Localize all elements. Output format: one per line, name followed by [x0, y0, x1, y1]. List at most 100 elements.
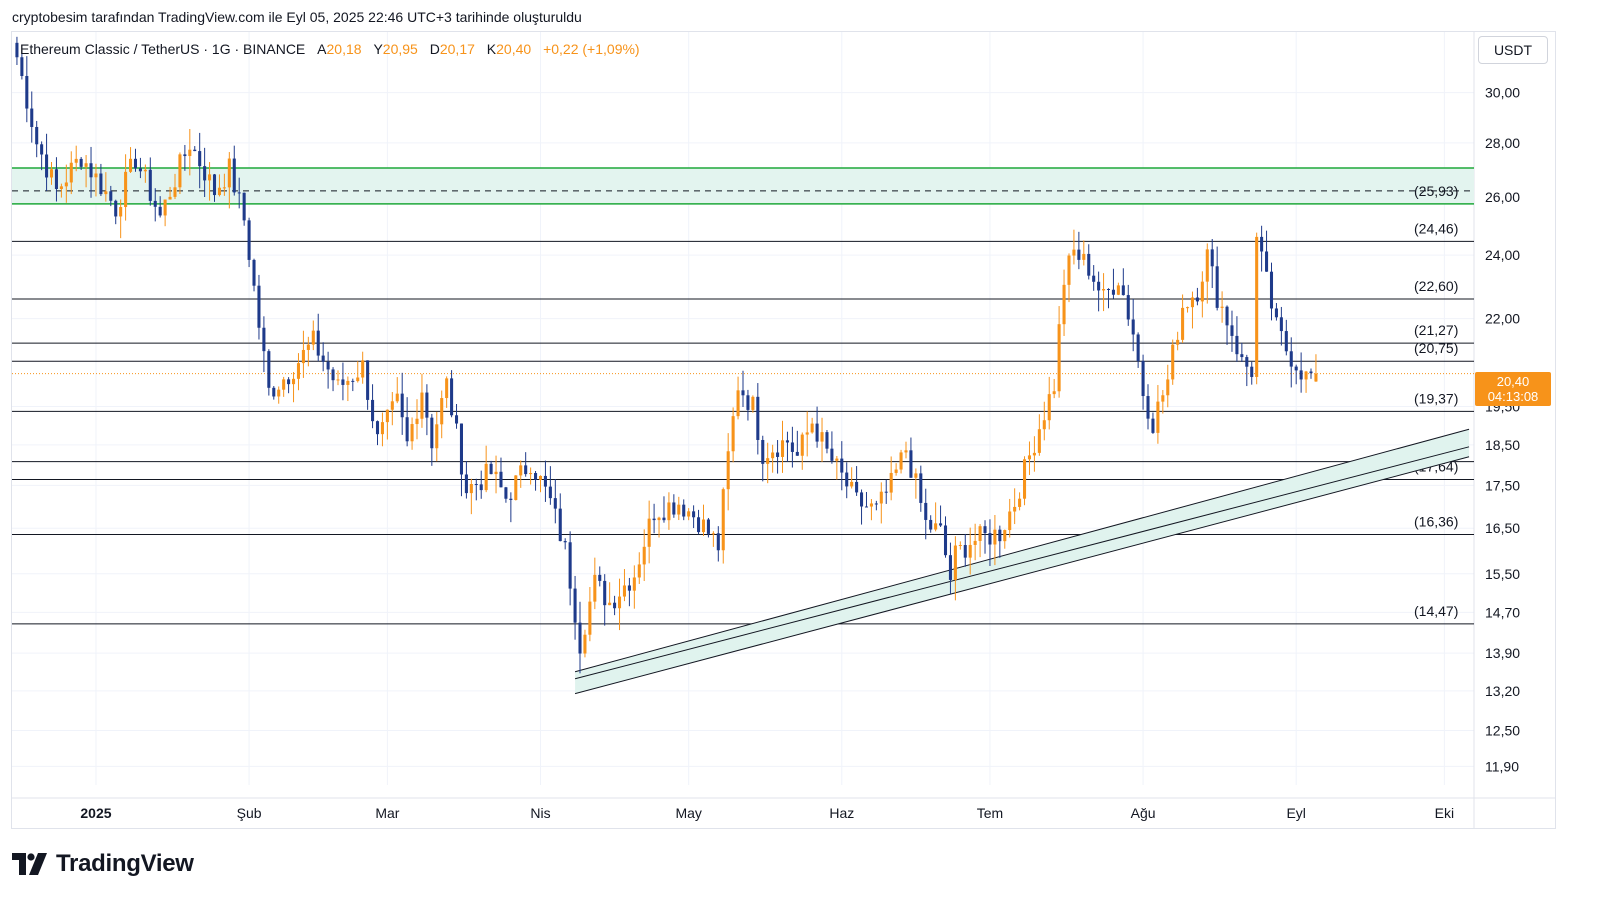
candle-body: [608, 602, 612, 606]
price-tick-label: 17,50: [1485, 477, 1520, 493]
candle-body: [790, 442, 794, 452]
candle: [1279, 306, 1283, 346]
level-label: (24,46): [1414, 220, 1458, 236]
candle-body: [129, 158, 133, 172]
candle: [479, 470, 483, 499]
candle-body: [74, 158, 78, 163]
candle-body: [1027, 455, 1032, 460]
candle: [361, 351, 365, 384]
candle: [1116, 282, 1120, 296]
candle-body: [687, 511, 691, 517]
candle: [153, 188, 157, 222]
candle: [998, 525, 1002, 558]
horizontal-levels: (24,46)(22,60)(21,27)(20,75)(19,37)(18,0…: [12, 220, 1474, 625]
candle-body: [366, 360, 370, 400]
candle: [637, 552, 641, 584]
low-label: D: [429, 41, 440, 57]
candle: [983, 520, 987, 554]
trend-channel-lower: [574, 456, 1470, 695]
candle: [474, 478, 478, 501]
candle-body: [375, 421, 380, 435]
candle-body: [1284, 331, 1288, 352]
candle-body: [395, 393, 399, 402]
candle: [306, 336, 310, 367]
candle-body: [1225, 306, 1229, 326]
candle-body: [459, 423, 463, 475]
candle-body: [983, 526, 987, 534]
candle-body: [558, 508, 562, 542]
candle-body: [914, 473, 918, 478]
candle: [1057, 306, 1061, 398]
candle-body: [988, 533, 992, 545]
candle: [810, 417, 814, 434]
candle-body: [1210, 249, 1214, 267]
candle: [1156, 385, 1160, 444]
level-label-25-93: (25,93): [1414, 183, 1458, 199]
candle-body: [153, 200, 157, 207]
candle-body: [173, 187, 177, 197]
bar-countdown: 04:13:08: [1487, 389, 1539, 404]
candle: [430, 413, 434, 466]
candle-body: [168, 196, 172, 200]
candle-body: [247, 220, 251, 260]
candle: [534, 470, 538, 491]
candle: [469, 478, 473, 515]
candle: [860, 489, 864, 525]
candles: [15, 36, 1318, 674]
candle-body: [425, 392, 429, 418]
candle-body: [835, 458, 839, 461]
candle: [830, 431, 834, 464]
chart-frame[interactable]: [11, 31, 1556, 829]
candle-body: [1171, 344, 1175, 380]
candle-body: [1309, 371, 1313, 374]
candle: [1235, 316, 1239, 362]
candle: [529, 467, 533, 485]
candle-body: [287, 379, 291, 385]
candle: [879, 482, 883, 524]
candle: [336, 370, 340, 386]
candle: [1200, 271, 1204, 318]
candle-body: [1111, 289, 1115, 295]
candle: [30, 91, 34, 143]
currency-button[interactable]: USDT: [1478, 36, 1548, 64]
candle-body: [390, 401, 394, 410]
candle: [326, 351, 330, 389]
candle: [59, 183, 63, 198]
candle-body: [1003, 530, 1007, 542]
candle: [104, 172, 108, 202]
candle: [143, 164, 147, 183]
candle: [1126, 284, 1130, 326]
candle-body: [543, 475, 547, 487]
candle-body: [939, 523, 943, 526]
candle: [1181, 294, 1185, 343]
candle-body: [613, 602, 617, 609]
candle: [148, 157, 152, 206]
candle-body: [795, 451, 799, 456]
candle-body: [973, 540, 977, 545]
chart-caption: cryptobesim tarafından TradingView.com i…: [12, 9, 582, 25]
candle: [1250, 361, 1254, 385]
candle: [1230, 310, 1234, 352]
candle: [953, 536, 957, 601]
candle: [178, 152, 182, 195]
candle: [356, 361, 360, 383]
candle: [701, 504, 706, 536]
tradingview-logo[interactable]: TradingView: [12, 850, 194, 878]
candle-body: [899, 452, 903, 470]
candle: [588, 587, 592, 642]
candle: [1274, 303, 1278, 321]
candle-body: [1250, 366, 1254, 377]
candle-body: [188, 149, 192, 157]
candle-body: [874, 503, 878, 505]
candle: [884, 479, 888, 504]
candle-body: [741, 390, 745, 396]
candle: [395, 377, 399, 404]
candle-body: [430, 417, 434, 449]
candle: [1240, 342, 1244, 362]
candle: [1102, 273, 1106, 312]
candle: [1260, 225, 1264, 272]
candle: [929, 515, 933, 533]
candle-body: [943, 525, 948, 556]
candle: [1190, 291, 1194, 329]
